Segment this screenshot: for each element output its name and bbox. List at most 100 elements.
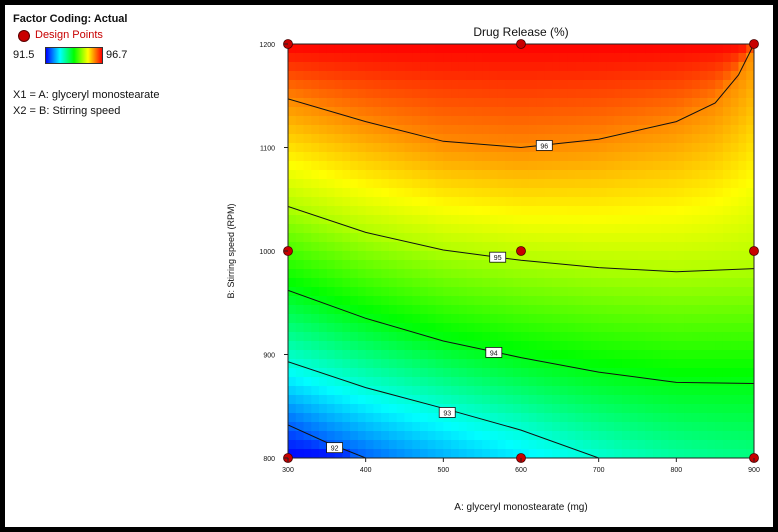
surface-cell xyxy=(645,323,654,333)
surface-cell xyxy=(521,116,530,126)
surface-cell xyxy=(653,62,662,72)
surface-cell xyxy=(653,152,662,162)
y-axis-label: B: Stirring speed (RPM) xyxy=(226,203,236,298)
surface-cell xyxy=(458,233,468,243)
surface-cell xyxy=(528,215,538,225)
surface-cell xyxy=(722,404,732,414)
surface-cell xyxy=(590,71,600,81)
surface-cell xyxy=(319,188,328,198)
surface-cell xyxy=(451,377,460,387)
surface-cell xyxy=(567,62,576,72)
surface-cell xyxy=(521,395,530,405)
surface-cell xyxy=(482,440,491,450)
surface-cell xyxy=(715,323,724,333)
surface-cell xyxy=(668,395,677,405)
surface-cell xyxy=(412,413,421,423)
surface-cell xyxy=(412,422,421,432)
surface-cell xyxy=(489,377,499,387)
surface-cell xyxy=(466,89,475,99)
surface-cell xyxy=(598,116,608,126)
surface-cell xyxy=(738,314,747,324)
surface-cell xyxy=(435,125,444,135)
surface-cell xyxy=(295,71,305,81)
surface-cell xyxy=(357,224,367,234)
surface-cell xyxy=(528,80,538,90)
surface-cell xyxy=(482,413,491,423)
surface-cell xyxy=(458,251,468,261)
surface-cell xyxy=(435,206,444,216)
surface-cell xyxy=(326,368,336,378)
surface-cell xyxy=(715,368,724,378)
surface-cell xyxy=(707,413,716,423)
surface-cell xyxy=(544,107,553,117)
surface-cell xyxy=(653,80,662,90)
surface-cell xyxy=(575,44,584,54)
surface-cell xyxy=(311,278,320,288)
surface-cell xyxy=(575,440,584,450)
surface-cell xyxy=(295,260,305,270)
surface-cell xyxy=(621,98,631,108)
surface-cell xyxy=(676,233,685,243)
surface-cell xyxy=(342,404,351,414)
surface-cell xyxy=(474,134,483,144)
surface-cell xyxy=(746,98,754,108)
surface-cell xyxy=(598,242,608,252)
surface-cell xyxy=(676,143,685,153)
surface-cell xyxy=(326,233,336,243)
design-point-legend-icon xyxy=(18,30,30,42)
surface-cell xyxy=(544,206,553,216)
surface-cell xyxy=(303,206,312,216)
surface-cell xyxy=(536,233,545,243)
surface-cell xyxy=(738,107,747,117)
surface-cell xyxy=(637,323,646,333)
surface-cell xyxy=(396,53,406,63)
surface-cell xyxy=(521,404,530,414)
surface-cell xyxy=(559,161,569,171)
surface-cell xyxy=(489,359,499,369)
surface-cell xyxy=(536,350,545,360)
surface-cell xyxy=(451,134,460,144)
surface-cell xyxy=(637,287,646,297)
surface-cell xyxy=(443,395,452,405)
surface-cell xyxy=(373,53,382,63)
surface-cell xyxy=(427,224,437,234)
surface-cell xyxy=(668,134,677,144)
surface-cell xyxy=(590,341,600,351)
surface-cell xyxy=(412,152,421,162)
surface-cell xyxy=(365,359,375,369)
surface-cell xyxy=(420,62,429,72)
surface-cell xyxy=(614,71,623,81)
surface-cell xyxy=(489,314,499,324)
surface-cell xyxy=(311,422,320,432)
surface-cell xyxy=(373,395,382,405)
surface-cell xyxy=(513,170,522,180)
surface-cell xyxy=(583,80,592,90)
surface-cell xyxy=(497,305,507,315)
surface-cell xyxy=(668,116,677,126)
surface-cell xyxy=(388,116,398,126)
surface-cell xyxy=(505,107,514,117)
surface-cell xyxy=(513,215,522,225)
surface-cell xyxy=(521,359,530,369)
surface-cell xyxy=(435,152,444,162)
surface-cell xyxy=(707,332,716,342)
surface-cell xyxy=(660,224,670,234)
surface-cell xyxy=(738,143,747,153)
surface-cell xyxy=(583,404,592,414)
x-tick-label: 700 xyxy=(593,467,605,474)
surface-cell xyxy=(373,197,382,207)
surface-cell xyxy=(474,359,483,369)
surface-cell xyxy=(443,440,452,450)
surface-cell xyxy=(474,323,483,333)
surface-cell xyxy=(715,44,724,54)
surface-cell xyxy=(528,62,538,72)
surface-cell xyxy=(326,98,336,108)
surface-cell xyxy=(357,404,367,414)
surface-cell xyxy=(435,116,444,126)
surface-cell xyxy=(319,350,328,360)
surface-cell xyxy=(303,80,312,90)
surface-cell xyxy=(614,80,623,90)
surface-cell xyxy=(722,242,732,252)
surface-cell xyxy=(427,323,437,333)
surface-cell xyxy=(668,179,677,189)
